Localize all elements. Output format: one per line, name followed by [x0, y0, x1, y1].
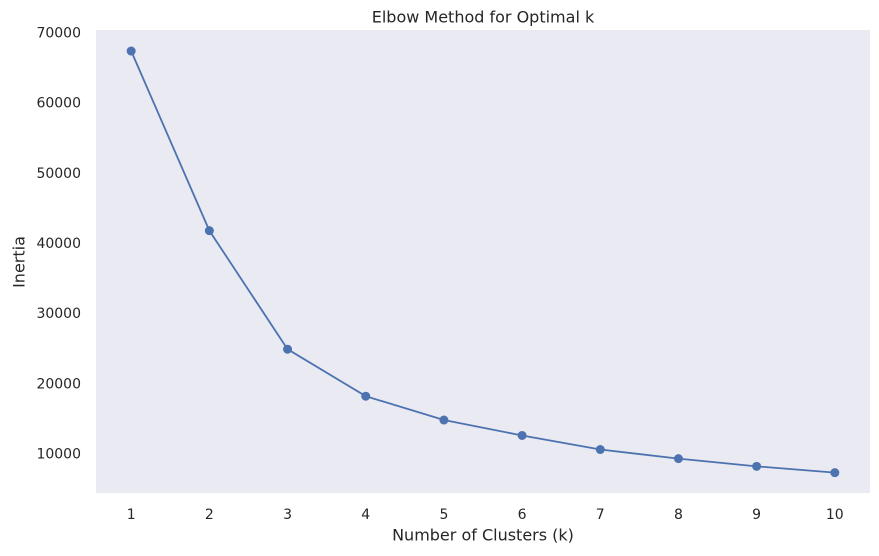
y-tick-label: 30000 — [36, 306, 81, 322]
x-tick-label: 1 — [127, 507, 136, 523]
data-point — [204, 226, 214, 236]
y-tick-label: 60000 — [36, 96, 81, 112]
plot-area — [96, 30, 870, 493]
x-tick-label: 4 — [361, 507, 370, 523]
data-point — [752, 461, 762, 471]
y-tick-label: 20000 — [36, 376, 81, 392]
y-tick-label: 40000 — [36, 236, 81, 252]
x-tick-label: 2 — [205, 507, 214, 523]
x-tick-label: 5 — [439, 507, 448, 523]
x-tick-label: 6 — [518, 507, 527, 523]
x-tick-label: 8 — [674, 507, 683, 523]
y-tick-label: 70000 — [36, 26, 81, 42]
y-axis-label: Inertia — [10, 236, 29, 288]
x-tick-label: 7 — [596, 507, 605, 523]
data-point — [361, 391, 371, 401]
y-tick-label: 10000 — [36, 446, 81, 462]
x-tick-label: 9 — [752, 507, 761, 523]
data-point — [673, 454, 683, 464]
y-tick-label: 50000 — [36, 166, 81, 182]
chart-title: Elbow Method for Optimal k — [372, 8, 595, 27]
x-tick-label: 3 — [283, 507, 292, 523]
x-axis-label: Number of Clusters (k) — [392, 526, 574, 545]
data-point — [517, 430, 527, 440]
data-point — [439, 415, 449, 425]
x-tick-label: 10 — [826, 507, 844, 523]
data-point — [126, 46, 136, 56]
data-point — [283, 344, 293, 354]
series-line — [130, 50, 835, 474]
data-point — [595, 445, 605, 455]
data-point — [830, 468, 840, 478]
